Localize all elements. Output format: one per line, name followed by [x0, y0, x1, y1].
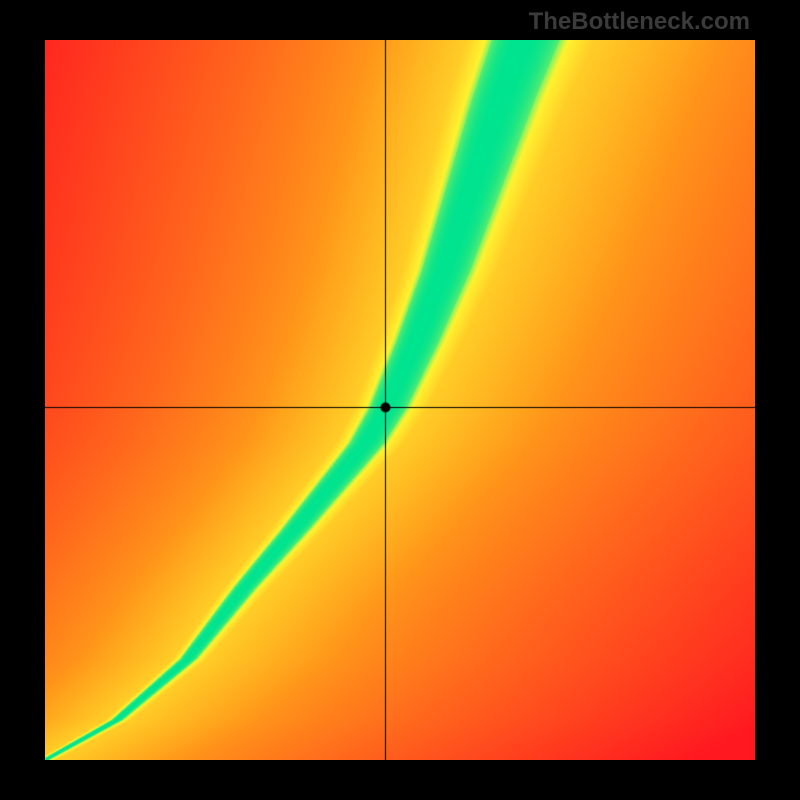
- bottleneck-heatmap: [45, 40, 755, 760]
- chart-container: { "meta": { "width": 800, "height": 800,…: [0, 0, 800, 800]
- watermark-text: TheBottleneck.com: [529, 8, 750, 36]
